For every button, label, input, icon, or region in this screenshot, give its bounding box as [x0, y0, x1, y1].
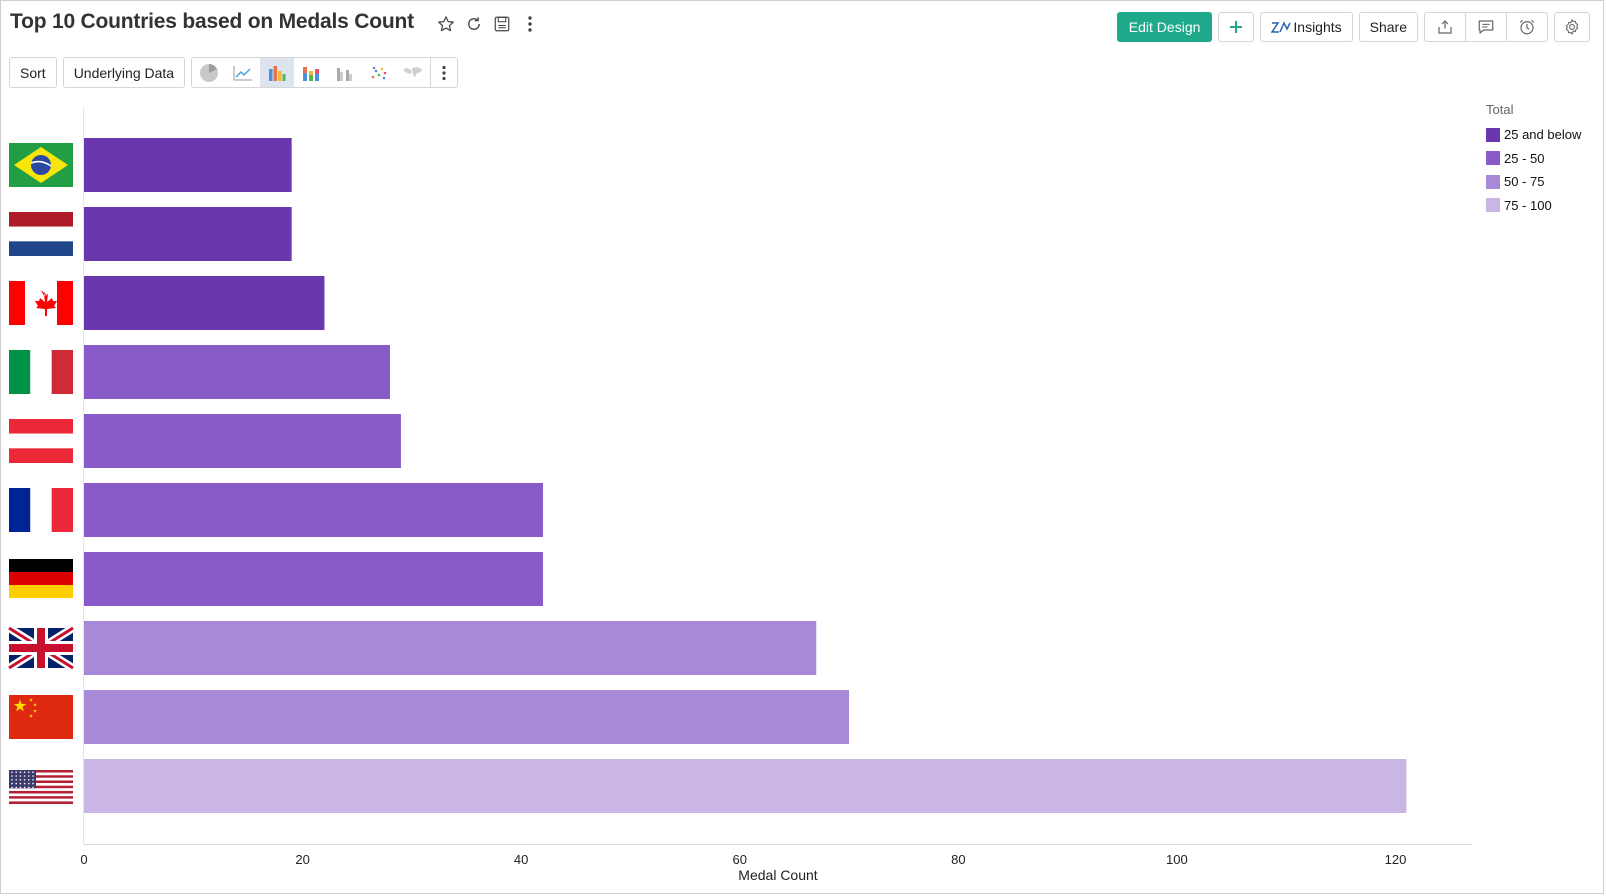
flag-china-icon [9, 695, 73, 739]
legend-label: 75 - 100 [1504, 197, 1552, 213]
bar-germany[interactable] [84, 552, 544, 606]
grouped-bar-icon[interactable] [328, 58, 362, 87]
bar-france[interactable] [84, 483, 544, 537]
flag-france-icon [9, 488, 73, 532]
map-icon[interactable] [396, 58, 430, 87]
alarm-icon[interactable] [1506, 12, 1548, 42]
legend-label: 25 - 50 [1504, 150, 1545, 166]
x-tick-label: 0 [80, 852, 87, 867]
legend-swatch [1486, 198, 1500, 213]
legend-items: 25 and below 25 - 50 50 - 75 75 - 100 [1486, 123, 1581, 217]
more-vertical-icon[interactable] [430, 58, 457, 87]
x-tick-label: 40 [514, 852, 528, 867]
bar-brazil[interactable] [84, 138, 292, 192]
settings-icon[interactable] [1554, 12, 1590, 42]
bar-italy[interactable] [84, 345, 391, 399]
flag-brazil-icon [9, 143, 73, 187]
legend-item[interactable]: 75 - 100 [1486, 194, 1581, 218]
bar-united-kingdom[interactable] [84, 621, 817, 675]
flag-united-kingdom-icon [6, 624, 76, 672]
plus-icon [1230, 21, 1243, 33]
flag-united-states-icon [9, 770, 73, 804]
flag-germany-icon [9, 559, 73, 598]
legend-item[interactable]: 25 and below [1486, 123, 1581, 147]
legend-swatch [1486, 174, 1500, 189]
header-actions: Edit Design Insights Share [1116, 12, 1590, 42]
legend-title: Total [1486, 102, 1514, 117]
flag-italy-icon [9, 350, 73, 394]
insights-label: Insights [1293, 19, 1342, 35]
legend: Total 25 and below 25 - 50 50 - 75 75 - 100 [1486, 102, 1581, 217]
legend-item[interactable]: 25 - 50 [1486, 147, 1581, 171]
bar-united-states[interactable] [84, 759, 1407, 813]
page-title: Top 10 Countries based on Medals Count [10, 10, 414, 33]
refresh-icon[interactable] [464, 14, 484, 34]
pie-chart-icon[interactable] [192, 58, 226, 87]
flag-canada-icon [9, 281, 73, 325]
save-icon[interactable] [492, 14, 512, 34]
chart-type-selector [191, 57, 459, 88]
star-icon[interactable] [436, 14, 456, 34]
flag-austria-icon [9, 419, 73, 463]
x-axis-label: Medal Count [738, 867, 817, 883]
edit-design-button[interactable]: Edit Design [1116, 12, 1213, 42]
legend-swatch [1486, 127, 1500, 142]
x-tick-label: 100 [1166, 852, 1188, 867]
legend-label: 50 - 75 [1504, 174, 1545, 190]
bar-canada[interactable] [84, 276, 325, 330]
legend-label: 25 and below [1504, 127, 1582, 143]
bar-austria[interactable] [84, 414, 401, 468]
x-axis: 0 20 40 60 80 100 120 [80, 108, 1472, 867]
legend-swatch [1486, 151, 1500, 166]
bar-chart-icon[interactable] [260, 58, 295, 87]
bars [84, 138, 1407, 813]
bar-china[interactable] [84, 690, 850, 744]
insights-icon [1271, 21, 1292, 33]
x-tick-label: 80 [951, 852, 965, 867]
stacked-bar-icon[interactable] [294, 58, 328, 87]
action-icon-group [1424, 12, 1548, 42]
underlying-data-button[interactable]: Underlying Data [62, 57, 186, 88]
bar-netherlands[interactable] [84, 207, 292, 261]
flag-netherlands-icon [9, 212, 73, 256]
x-tick-label: 20 [295, 852, 309, 867]
more-vertical-icon[interactable] [520, 14, 540, 34]
chart-toolbar: Sort Underlying Data [9, 57, 459, 88]
legend-item[interactable]: 50 - 75 [1486, 170, 1581, 194]
country-flags [6, 143, 76, 804]
title-icons [436, 14, 540, 34]
add-button[interactable] [1218, 12, 1255, 42]
sort-button[interactable]: Sort [9, 57, 57, 88]
scatter-icon[interactable] [362, 58, 396, 87]
x-tick-label: 60 [733, 852, 747, 867]
x-tick-label: 120 [1385, 852, 1407, 867]
comment-icon[interactable] [1465, 12, 1507, 42]
insights-button[interactable]: Insights [1260, 12, 1353, 42]
line-chart-icon[interactable] [226, 58, 260, 87]
export-icon[interactable] [1424, 12, 1466, 42]
share-button[interactable]: Share [1358, 12, 1418, 42]
